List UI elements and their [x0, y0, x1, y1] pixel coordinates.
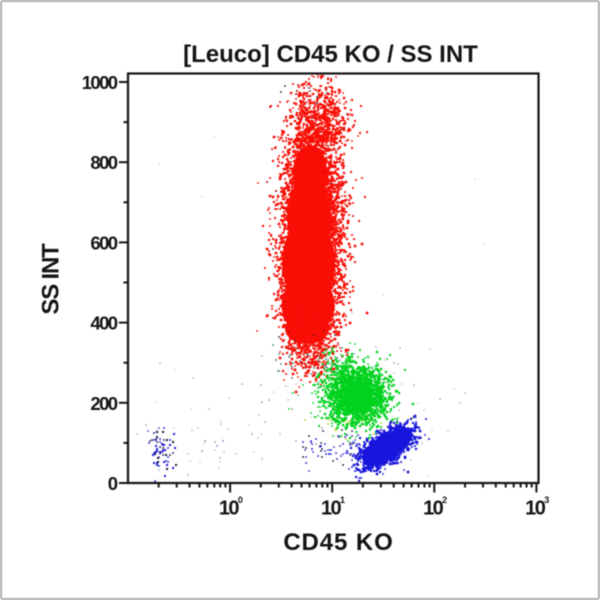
svg-text:1000: 1000 — [82, 72, 118, 93]
svg-text:[Leuco] CD45 KO / SS INT: [Leuco] CD45 KO / SS INT — [183, 41, 478, 68]
svg-text:600: 600 — [90, 232, 117, 253]
svg-text:CD45 KO: CD45 KO — [283, 529, 393, 556]
svg-text:0: 0 — [108, 473, 118, 494]
svg-text:200: 200 — [90, 393, 117, 414]
svg-text:800: 800 — [90, 152, 117, 173]
svg-text:400: 400 — [90, 313, 117, 334]
svg-text:SS INT: SS INT — [38, 243, 65, 315]
